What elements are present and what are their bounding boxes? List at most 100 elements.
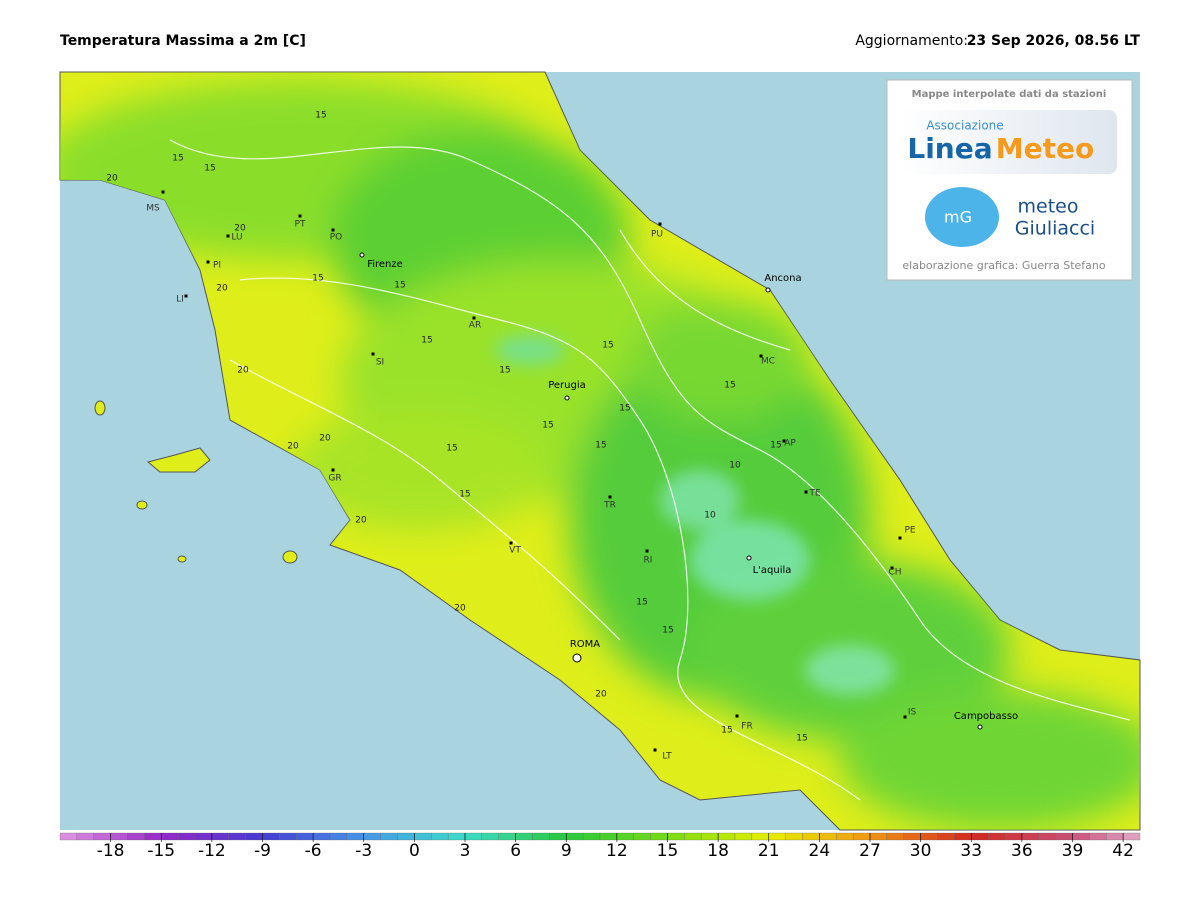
colorbar-tick-label: 33 xyxy=(960,841,982,861)
province-dot xyxy=(184,294,188,298)
contour-label: 15 xyxy=(636,598,647,608)
contour-label: 15 xyxy=(446,444,457,454)
colorbar-cell xyxy=(161,832,179,841)
colorbar-cell xyxy=(144,832,162,841)
colorbar-cell xyxy=(852,832,871,841)
contour-label: 20 xyxy=(355,516,367,526)
colorbar-cell xyxy=(1004,832,1023,841)
province-label: AR xyxy=(469,321,481,331)
province-label: TE xyxy=(808,489,820,499)
colorbar-tick-label: 42 xyxy=(1112,841,1134,861)
colorbar-cell xyxy=(616,832,634,841)
province-label: CH xyxy=(888,568,901,578)
colorbar-cell xyxy=(296,832,314,841)
city-label: Firenze xyxy=(367,259,403,270)
contour-label: 15 xyxy=(459,490,470,500)
logo-box: Mappe interpolate dati da stazioni Assoc… xyxy=(886,79,1133,281)
colorbar-cell xyxy=(836,832,854,841)
colorbar-cell xyxy=(650,832,668,841)
contour-label: 10 xyxy=(729,461,741,471)
colorbar-cell xyxy=(59,832,78,841)
colorbar-cell xyxy=(785,832,803,841)
colorbar-cell xyxy=(1106,832,1124,841)
colorbar-cell xyxy=(1038,832,1056,841)
province-dot xyxy=(509,541,513,545)
colorbar-tick-label: 18 xyxy=(707,841,729,861)
colorbar-tick-label: 9 xyxy=(561,841,572,861)
province-label: RI xyxy=(644,556,653,566)
colorbar-cell xyxy=(717,832,736,841)
contour-label: 20 xyxy=(237,366,249,376)
temperature-field xyxy=(60,80,1140,830)
logo-caption: Mappe interpolate dati da stazioni xyxy=(912,89,1107,100)
colorbar-tick-label: -18 xyxy=(97,841,125,861)
colorbar-cell xyxy=(532,832,550,841)
colorbar-cell xyxy=(582,832,601,841)
colorbar-tick-label: -12 xyxy=(198,841,226,861)
contour-label: 20 xyxy=(319,434,331,444)
province-label: MS xyxy=(146,204,160,214)
colorbar-cell xyxy=(1055,832,1073,841)
colorbar-cell xyxy=(363,832,381,841)
province-dot xyxy=(331,468,335,472)
colorbar-tick-label: 39 xyxy=(1062,841,1084,861)
colorbar-cell xyxy=(920,832,938,841)
province-dot xyxy=(226,234,230,238)
contour-label: 15 xyxy=(315,111,326,121)
colorbar-cell xyxy=(684,832,702,841)
province-dot xyxy=(903,715,907,719)
logo1-word1: Linea xyxy=(907,132,992,165)
province-dot xyxy=(658,222,662,226)
contour-label: 10 xyxy=(704,511,716,521)
colorbar-cell xyxy=(110,832,128,841)
colorbar-cell xyxy=(177,832,196,841)
update-label: Aggiornamento: xyxy=(855,33,968,49)
logo2-cloud xyxy=(925,187,999,247)
colorbar-cell xyxy=(464,832,483,841)
colorbar-cell xyxy=(279,832,297,841)
city-dot xyxy=(765,287,771,293)
province-label: VT xyxy=(509,546,521,556)
province-label: LT xyxy=(662,752,672,762)
contour-label: 20 xyxy=(216,284,228,294)
colorbar-cell xyxy=(93,832,111,841)
contour-label: 15 xyxy=(312,274,323,284)
colorbar-tick-label: 6 xyxy=(510,841,521,861)
colorbar-cell xyxy=(515,832,533,841)
colorbar-tick-label: 21 xyxy=(758,841,780,861)
city-dot xyxy=(572,653,582,663)
province-dot xyxy=(371,352,375,356)
colorbar-cell xyxy=(414,832,432,841)
map-title: Temperatura Massima a 2m [C] xyxy=(60,33,306,49)
city-label: Campobasso xyxy=(954,711,1018,722)
logo1-top: Associazione xyxy=(926,119,1003,133)
province-label: PI xyxy=(213,261,221,271)
colorbar-cell xyxy=(194,832,213,841)
colorbar-cell xyxy=(599,832,618,841)
city-label: L'aquila xyxy=(753,565,792,576)
colorbar-cell xyxy=(211,832,229,841)
colorbar-tick-label: -15 xyxy=(147,841,175,861)
contour-label: 15 xyxy=(619,404,630,414)
colorbar-tick-label: -6 xyxy=(305,841,322,861)
islands xyxy=(94,400,298,564)
logo2-badge: mG xyxy=(944,208,972,227)
colorbar-cell xyxy=(262,832,280,841)
province-dot xyxy=(735,714,739,718)
colorbar-tick-label: 24 xyxy=(809,841,831,861)
city-dot xyxy=(564,395,570,401)
update-value: 23 Sep 2026, 08.56 LT xyxy=(967,33,1141,49)
colorbar-cell xyxy=(431,832,449,841)
province-label: PU xyxy=(651,230,663,240)
province-label: PO xyxy=(330,233,343,243)
logo-credit: elaborazione grafica: Guerra Stefano xyxy=(902,259,1106,272)
colorbar-cell xyxy=(633,832,651,841)
colorbar-cell xyxy=(869,832,888,841)
contour-label: 15 xyxy=(204,164,215,174)
contour-label: 15 xyxy=(172,154,183,164)
province-dot xyxy=(161,190,165,194)
province-label: GR xyxy=(328,474,341,484)
colorbar-tick-label: -9 xyxy=(254,841,271,861)
contour-label: 20 xyxy=(106,174,118,184)
